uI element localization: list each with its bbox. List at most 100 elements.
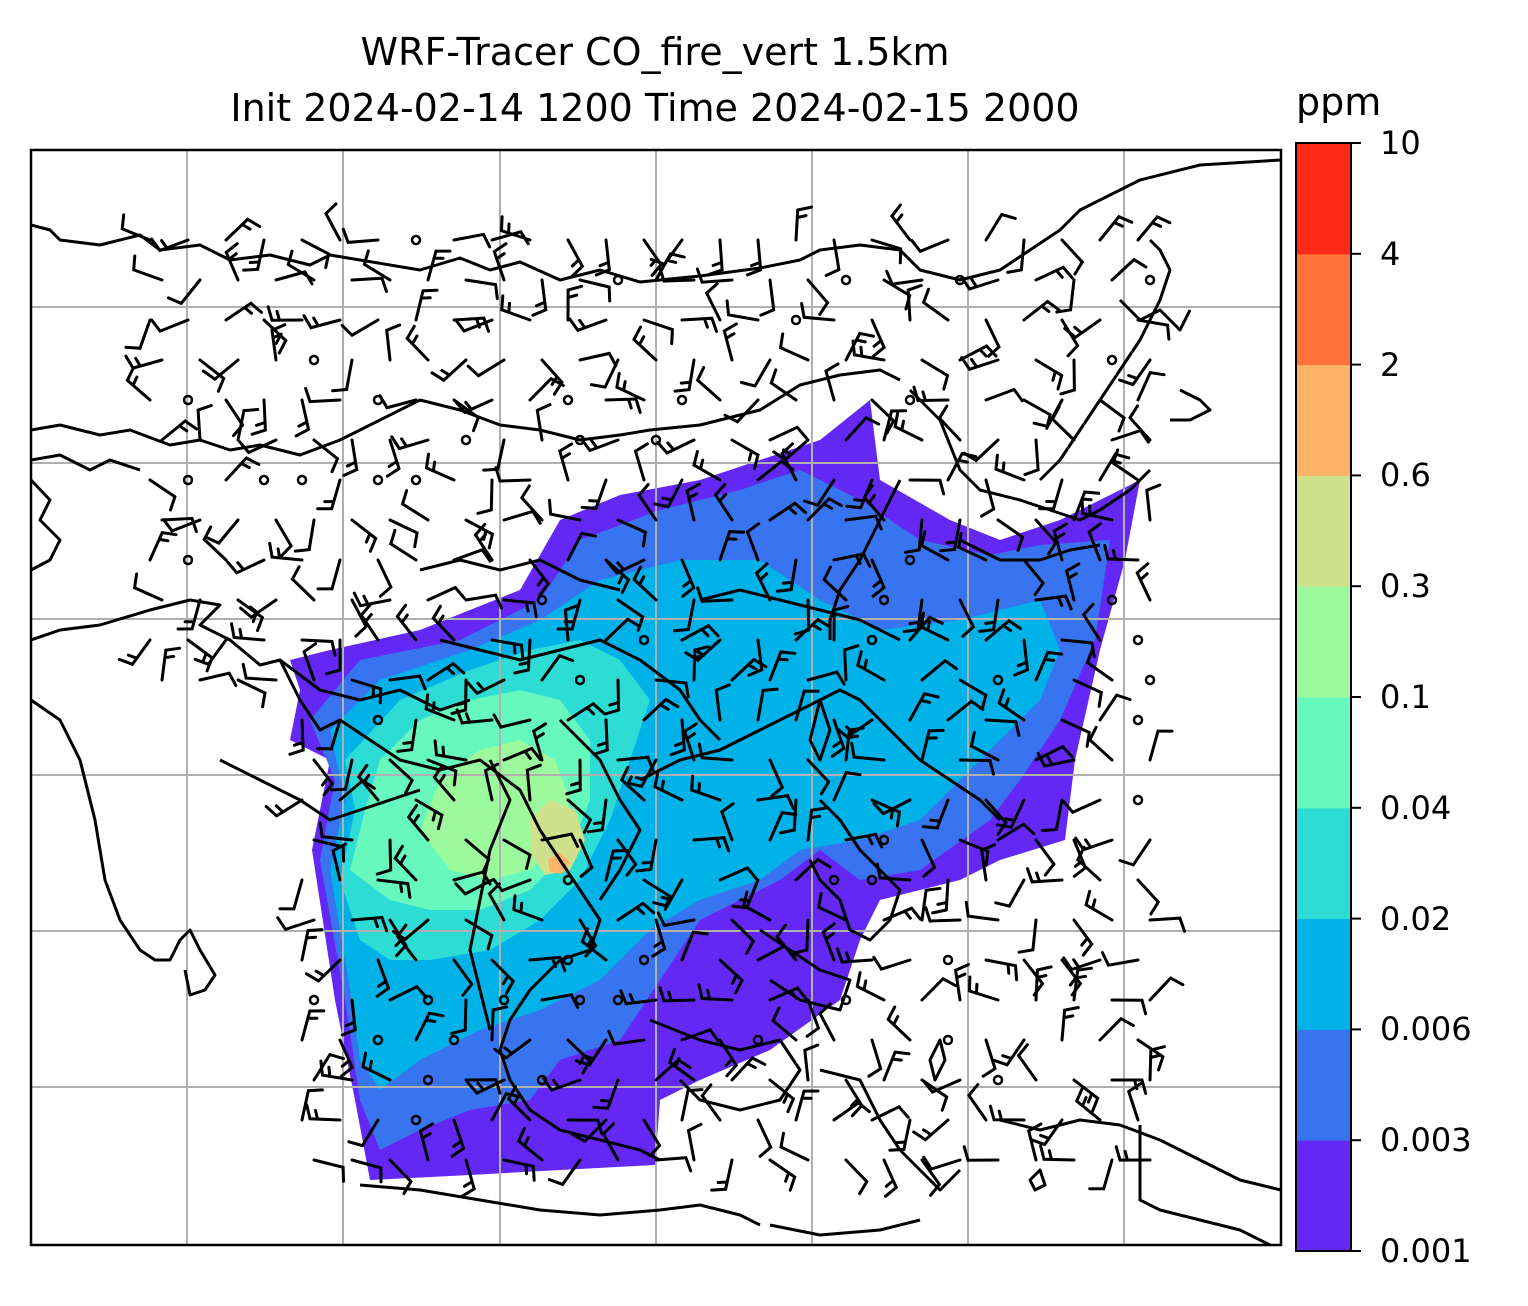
- calm-wind-marker: [1132, 714, 1144, 726]
- calm-wind-marker: [410, 234, 422, 246]
- wind-barb: [1074, 836, 1114, 852]
- wind-barb: [274, 270, 314, 286]
- calm-wind-marker: [942, 954, 954, 966]
- wind-barb: [350, 678, 383, 705]
- wind-barb: [720, 802, 735, 842]
- calm-wind-marker: [308, 354, 320, 366]
- wind-barb: [540, 993, 580, 1009]
- wind-barb: [528, 955, 567, 973]
- calm-wind-marker: [574, 994, 586, 1006]
- wind-barb: [1148, 916, 1186, 933]
- wind-barb: [431, 604, 456, 642]
- wind-barb: [464, 1078, 502, 1095]
- wind-barb: [960, 275, 1000, 291]
- wind-barb: [535, 403, 552, 442]
- wind-barb: [642, 697, 680, 722]
- wind-barb: [996, 822, 1036, 842]
- wind-barb: [350, 598, 368, 638]
- wind-barb: [1103, 543, 1140, 562]
- wind-barb: [805, 998, 821, 1038]
- wind-barb: [414, 1011, 445, 1042]
- wind-barb: [1038, 478, 1064, 511]
- wind-barb: [201, 358, 240, 381]
- wind-barb: [768, 501, 808, 522]
- wind-barb: [920, 838, 937, 878]
- wind-barb: [388, 1158, 413, 1196]
- calm-wind-marker: [182, 554, 194, 566]
- wind-barb: [473, 522, 494, 562]
- wind-barb: [890, 203, 912, 242]
- wind-barb: [806, 496, 843, 522]
- wind-barb: [350, 276, 388, 293]
- wind-barb: [642, 318, 674, 346]
- wind-barb: [388, 758, 414, 795]
- wind-barb: [870, 238, 903, 265]
- wind-barb: [250, 398, 267, 436]
- calm-wind-marker: [498, 994, 510, 1006]
- wind-barb: [1136, 215, 1172, 242]
- wind-barb: [455, 708, 494, 725]
- wind-barb: [710, 1158, 734, 1192]
- wind-barb: [704, 282, 722, 322]
- wind-barb: [962, 1145, 1000, 1162]
- wind-barb: [589, 358, 620, 389]
- wind-barb: [1072, 918, 1094, 957]
- wind-barb: [806, 278, 830, 316]
- wind-barb: [150, 237, 190, 253]
- wind-barb: [1034, 358, 1064, 391]
- wind-barb: [759, 278, 776, 317]
- wind-barb: [904, 518, 924, 554]
- wind-barb: [324, 202, 342, 242]
- calm-wind-marker: [650, 434, 662, 446]
- wind-barb: [426, 758, 458, 787]
- wind-barb: [300, 1088, 324, 1122]
- wind-barb: [882, 906, 922, 922]
- wind-barb: [196, 404, 213, 442]
- wind-barb: [771, 1006, 798, 1042]
- wind-barb: [432, 764, 456, 802]
- wind-barb: [1036, 752, 1076, 768]
- wind-barb: [242, 238, 266, 272]
- wind-barb: [957, 532, 988, 562]
- wind-barb: [656, 438, 696, 455]
- wind-barb: [642, 238, 663, 277]
- wind-barb: [1110, 257, 1148, 282]
- wind-barb: [594, 238, 611, 277]
- wind-barb: [571, 1118, 608, 1144]
- wind-barb: [817, 892, 848, 922]
- wind-barb: [202, 525, 228, 562]
- wind-barb: [1064, 562, 1081, 602]
- wind-barb: [1088, 1158, 1114, 1191]
- wind-barb: [1023, 438, 1040, 477]
- wind-barb: [305, 1103, 342, 1122]
- wind-barb: [707, 238, 724, 277]
- calm-wind-marker: [562, 394, 574, 406]
- wind-barb: [718, 958, 744, 995]
- wind-barb: [768, 986, 808, 1002]
- wind-barb: [870, 558, 886, 598]
- wind-barb: [806, 670, 846, 686]
- wind-barb: [424, 693, 456, 722]
- wind-barb: [1145, 483, 1162, 522]
- wind-barb: [794, 857, 832, 882]
- wind-barb: [768, 650, 797, 682]
- wind-barb: [653, 478, 684, 509]
- wind-barb: [882, 1050, 911, 1082]
- wind-barb: [695, 366, 722, 402]
- wind-barb: [791, 918, 810, 955]
- wind-barb: [984, 618, 1022, 642]
- wind-barb: [603, 678, 621, 716]
- wind-barb: [1013, 638, 1030, 677]
- wind-barb: [389, 528, 418, 562]
- wind-barb: [236, 678, 267, 709]
- wind-barb: [958, 678, 988, 711]
- wind-barb: [824, 238, 841, 277]
- calm-wind-marker: [182, 394, 194, 406]
- wind-barb: [893, 411, 924, 442]
- colorbar-tick-label: 2: [1380, 345, 1401, 384]
- wind-barb: [1055, 278, 1076, 314]
- calm-wind-marker: [562, 874, 574, 886]
- wind-barb: [1022, 299, 1061, 322]
- wind-barb: [1075, 845, 1102, 882]
- wind-barb: [464, 838, 491, 874]
